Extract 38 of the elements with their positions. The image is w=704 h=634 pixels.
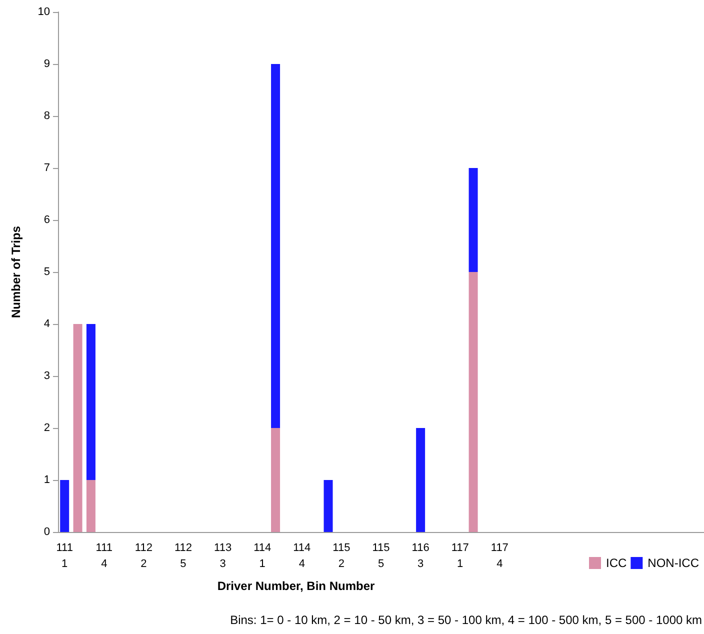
y-tick-label: 6 xyxy=(44,214,50,226)
x-tick-label: 114 1 xyxy=(254,542,272,570)
y-tick-label: 4 xyxy=(44,318,50,330)
x-tick-label: 114 4 xyxy=(293,542,311,570)
y-tick-label: 9 xyxy=(44,58,50,70)
bar xyxy=(60,480,70,532)
x-tick-label: 111 4 xyxy=(96,542,113,570)
y-tick-label: 7 xyxy=(44,162,50,174)
bar xyxy=(271,428,280,532)
bar xyxy=(416,428,426,532)
bar xyxy=(73,324,82,532)
x-tick-label: 117 1 xyxy=(451,542,469,570)
x-axis-title: Driver Number, Bin Number xyxy=(217,579,376,593)
y-tick-label: 5 xyxy=(44,266,50,278)
y-tick-label: 0 xyxy=(44,526,50,538)
bar xyxy=(324,480,333,532)
y-axis-title: Number of Trips xyxy=(9,226,23,318)
bar xyxy=(468,272,478,532)
y-tick-label: 1 xyxy=(44,474,50,486)
legend-label: NON-ICC xyxy=(648,556,700,570)
bar xyxy=(86,480,96,532)
y-tick-label: 10 xyxy=(38,6,50,18)
y-tick-label: 8 xyxy=(44,110,50,122)
x-tick-label: 112 2 xyxy=(134,542,152,570)
x-tick-label: 116 3 xyxy=(412,542,430,570)
bar xyxy=(468,168,478,272)
y-tick-label: 2 xyxy=(44,422,50,434)
bar xyxy=(86,324,96,480)
text: Bins: 1= 0 - 10 km, 2 = 10 - 50 km, 3 = 50 - 100 km, 4 = 100 - 500 km, 5 = 500 - 1000 km xyxy=(230,613,702,627)
x-tick-label: 117 4 xyxy=(490,542,508,570)
legend-label: ICC xyxy=(606,556,628,570)
y-tick-label: 3 xyxy=(44,370,50,382)
x-tick-label: 111 1 xyxy=(56,542,73,570)
x-tick-label: 112 5 xyxy=(174,542,192,570)
x-tick-label: 115 2 xyxy=(332,542,350,570)
bar xyxy=(271,64,280,428)
x-tick-label: 115 5 xyxy=(372,542,390,570)
x-tick-label: 113 3 xyxy=(214,542,232,570)
